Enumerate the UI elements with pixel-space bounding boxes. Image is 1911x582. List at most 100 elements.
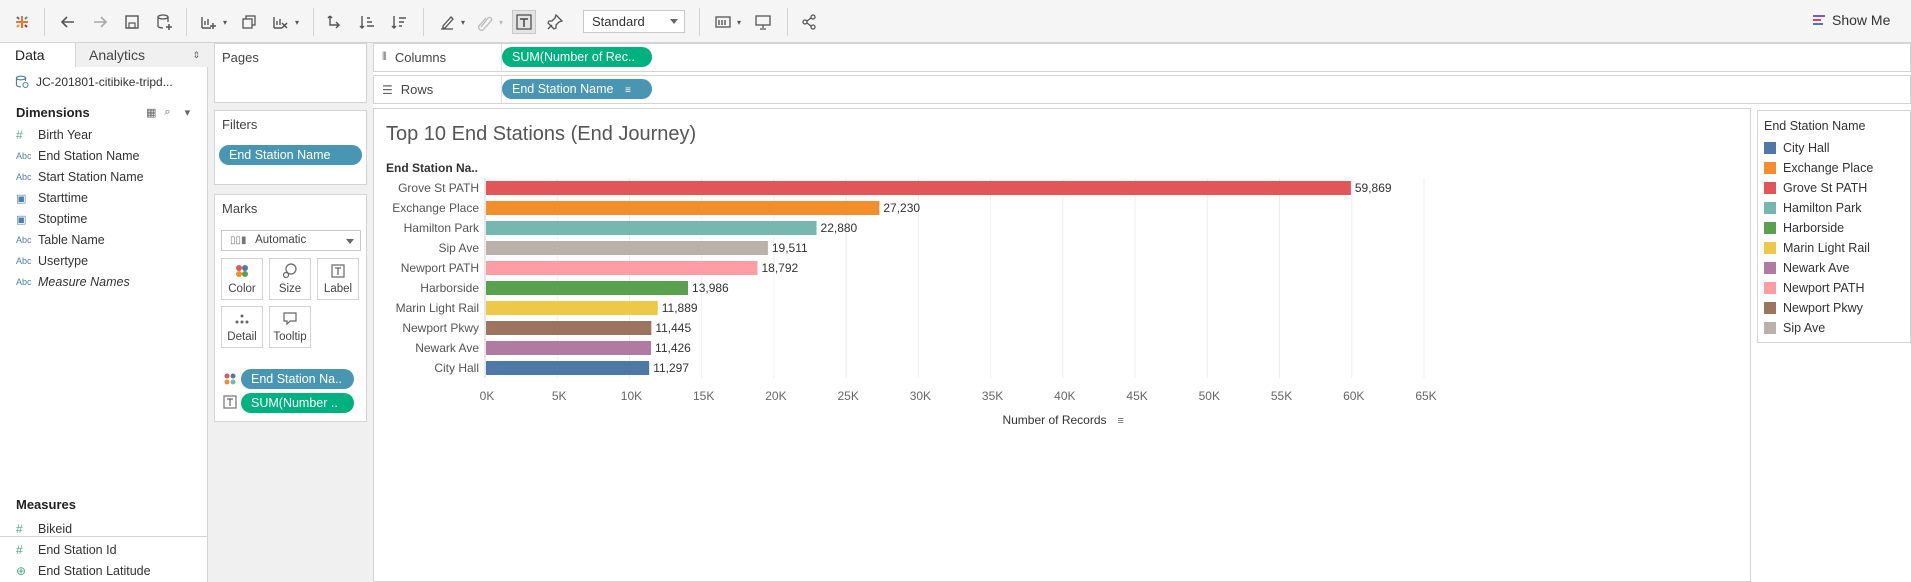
field-item[interactable]: Abc End Station Name: [16, 147, 139, 165]
redo-icon[interactable]: [88, 10, 112, 34]
view-as-list-icon[interactable]: ▦: [146, 107, 157, 119]
legend-item[interactable]: Newport PATH: [1764, 280, 1865, 296]
legend-label: Grove St PATH: [1783, 181, 1868, 195]
field-label: Starttime: [38, 191, 89, 205]
filters-card[interactable]: Filters End Station Name: [214, 110, 367, 185]
chevron-down-icon[interactable]: ▾: [294, 17, 299, 27]
field-item[interactable]: # Bikeid: [16, 520, 72, 538]
swap-rows-columns-icon[interactable]: [323, 10, 347, 34]
field-item[interactable]: # Birth Year: [16, 126, 92, 144]
legend-item[interactable]: Newport Pkwy: [1764, 300, 1863, 316]
bar[interactable]: [486, 341, 652, 355]
filter-pill[interactable]: End Station Name: [219, 145, 362, 165]
legend-item[interactable]: Exchange Place: [1764, 160, 1873, 176]
chevron-down-icon: [670, 19, 678, 24]
show-mark-labels-icon[interactable]: [512, 10, 536, 34]
chevron-down-icon[interactable]: ▾: [736, 17, 741, 27]
field-item[interactable]: ▣ Starttime: [16, 189, 88, 207]
chevron-down-icon[interactable]: ▾: [184, 107, 191, 119]
y-category-label[interactable]: Exchange Place: [392, 201, 479, 215]
marks-card: Marks ▯▯▮ Automatic Color Size Label: [214, 194, 367, 422]
undo-icon[interactable]: [56, 10, 80, 34]
rows-pill[interactable]: End Station Name ≡: [502, 79, 652, 99]
search-icon[interactable]: ⌕: [164, 106, 171, 118]
y-category-label[interactable]: Newport PATH: [401, 261, 479, 275]
tab-data[interactable]: Data: [0, 43, 75, 67]
bar[interactable]: [486, 221, 817, 235]
legend-item[interactable]: Hamilton Park: [1764, 200, 1862, 216]
new-data-source-icon[interactable]: [152, 10, 176, 34]
bar[interactable]: [486, 201, 880, 215]
bar[interactable]: [486, 241, 768, 255]
y-category-label[interactable]: Sip Ave: [439, 241, 480, 255]
y-category-label[interactable]: City Hall: [434, 361, 479, 375]
show-cards-icon[interactable]: [711, 10, 735, 34]
field-item[interactable]: # End Station Id: [16, 541, 117, 559]
y-category-label[interactable]: Hamilton Park: [404, 221, 480, 235]
legend-item[interactable]: Grove St PATH: [1764, 180, 1867, 196]
field-item[interactable]: Abc Measure Names: [16, 273, 130, 291]
mark-type-select[interactable]: ▯▯▮ Automatic: [221, 230, 361, 251]
chevron-down-icon[interactable]: ▾: [460, 17, 465, 27]
y-category-label[interactable]: Newport Pkwy: [402, 321, 479, 335]
columns-pill[interactable]: SUM(Number of Rec..: [502, 47, 652, 67]
tab-analytics[interactable]: Analytics ⇕: [75, 43, 208, 67]
pin-icon[interactable]: [543, 10, 567, 34]
color-legend: End Station Name City Hall Exchange Place…: [1757, 110, 1911, 343]
y-category-label[interactable]: Newark Ave: [415, 341, 479, 355]
save-icon[interactable]: [120, 10, 144, 34]
y-category-label[interactable]: Marin Light Rail: [396, 301, 479, 315]
clear-sheet-icon[interactable]: [268, 10, 292, 34]
color-button[interactable]: Color: [221, 258, 263, 300]
mark-type-value: Automatic: [255, 234, 307, 246]
fit-select[interactable]: Standard: [583, 10, 685, 33]
duplicate-sheet-icon[interactable]: [237, 10, 261, 34]
highlight-icon[interactable]: [435, 10, 459, 34]
bar[interactable]: [486, 181, 1351, 195]
chevron-down-icon[interactable]: ▾: [498, 17, 503, 27]
legend-swatch: [1764, 322, 1776, 334]
columns-shelf[interactable]: ⦀ Columns SUM(Number of Rec..: [373, 43, 1911, 72]
y-category-label[interactable]: Grove St PATH: [398, 181, 479, 195]
viz-title[interactable]: Top 10 End Stations (End Journey): [386, 123, 697, 145]
legend-item[interactable]: Marin Light Rail: [1764, 240, 1870, 256]
bar[interactable]: [486, 321, 652, 335]
label-button[interactable]: Label: [317, 258, 359, 300]
share-icon[interactable]: [797, 10, 821, 34]
size-button[interactable]: Size: [269, 258, 311, 300]
bar-value-label: 27,230: [883, 201, 920, 215]
sort-indicator-icon[interactable]: ≡: [1118, 415, 1124, 427]
label-pill[interactable]: SUM(Number ..: [241, 393, 354, 413]
tooltip-button[interactable]: Tooltip: [269, 306, 311, 348]
y-category-label[interactable]: Harborside: [420, 281, 479, 295]
sort-ascending-icon[interactable]: [355, 10, 379, 34]
bar[interactable]: [486, 261, 758, 275]
detail-button[interactable]: Detail: [221, 306, 263, 348]
pages-card[interactable]: Pages: [214, 43, 367, 103]
fit-select-value: Standard: [592, 14, 645, 29]
x-axis-title[interactable]: Number of Records: [1002, 413, 1106, 427]
legend-item[interactable]: Sip Ave: [1764, 320, 1825, 336]
field-item[interactable]: Abc Start Station Name: [16, 168, 144, 186]
toolbar: ▾ ▾ ▾ ▾ Standard ▾: [0, 0, 1911, 43]
chevron-down-icon[interactable]: ▾: [222, 17, 227, 27]
bar[interactable]: [486, 301, 658, 315]
datasource-item[interactable]: JC-201801-citibike-tripd...: [15, 75, 173, 89]
new-worksheet-icon[interactable]: [196, 10, 220, 34]
tableau-logo-icon[interactable]: [10, 10, 34, 34]
presentation-mode-icon[interactable]: [751, 10, 775, 34]
field-item[interactable]: Abc Table Name: [16, 231, 105, 249]
legend-item[interactable]: City Hall: [1764, 140, 1830, 156]
rows-shelf[interactable]: ☰ Rows End Station Name ≡: [373, 75, 1911, 104]
field-item[interactable]: ⊕ End Station Latitude: [16, 562, 151, 580]
sort-descending-icon[interactable]: [387, 10, 411, 34]
legend-item[interactable]: Harborside: [1764, 220, 1844, 236]
bar[interactable]: [486, 281, 689, 295]
legend-item[interactable]: Newark Ave: [1764, 260, 1849, 276]
show-me-button[interactable]: Show Me: [1812, 12, 1890, 28]
field-item[interactable]: Abc Usertype: [16, 252, 88, 270]
field-item[interactable]: ▣ Stoptime: [16, 210, 87, 228]
bar[interactable]: [486, 361, 650, 375]
group-members-icon[interactable]: [472, 10, 496, 34]
color-pill[interactable]: End Station Na..: [241, 369, 354, 389]
